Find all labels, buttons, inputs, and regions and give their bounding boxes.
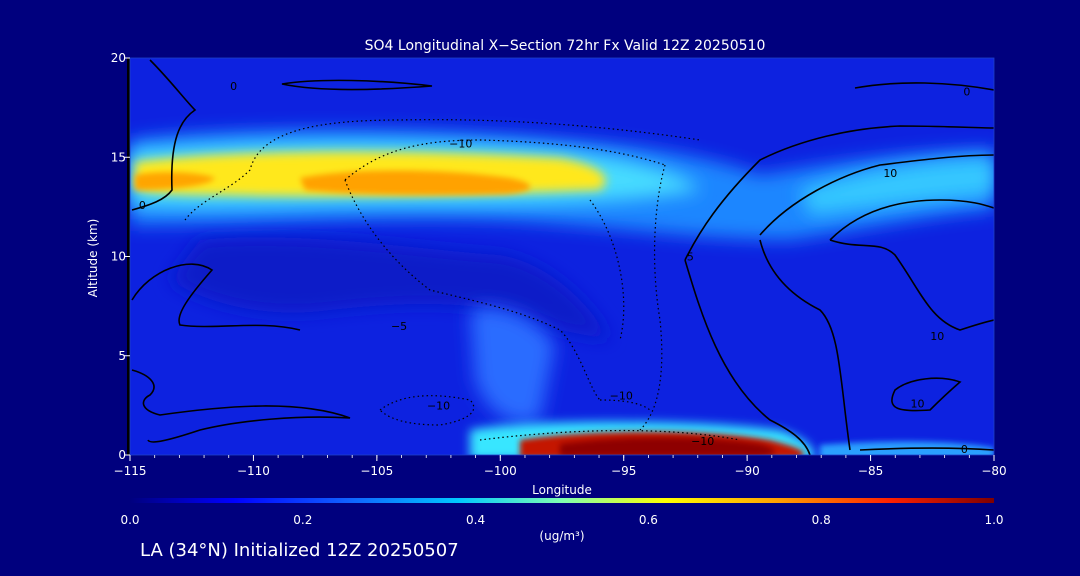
x-tick-label: −80 — [981, 464, 1006, 478]
contour-line — [829, 199, 994, 241]
upper-layer-orange-west — [135, 172, 215, 190]
contour-label: 0 — [139, 199, 146, 212]
plot-area: 0 0 −10 −10 −10 −10 −5 5 0 10 10 10 0 — [130, 58, 994, 456]
contour-label: 0 — [963, 86, 970, 99]
colorbar-tick-label: 0.4 — [466, 513, 485, 527]
contour-line — [759, 154, 994, 236]
contour-label: 0 — [961, 443, 968, 456]
contour-line — [859, 447, 994, 451]
contour-line — [759, 239, 851, 451]
contour-line — [854, 82, 994, 91]
colorbar — [130, 498, 994, 503]
y-tick-label: 0 — [118, 448, 126, 462]
x-tick-label: −110 — [237, 464, 270, 478]
x-tick-label: −105 — [360, 464, 393, 478]
upper-layer-orange-core — [300, 170, 531, 195]
x-tick-label: −100 — [484, 464, 517, 478]
contour-label: −5 — [391, 320, 407, 333]
y-tick-label: 10 — [111, 250, 126, 264]
contour-line — [379, 395, 475, 426]
contour-label: 10 — [910, 397, 924, 410]
upper-layer-cyan-east — [800, 158, 994, 215]
contour-label: −10 — [427, 399, 450, 412]
contour-label: −10 — [691, 435, 714, 448]
colorbar-tick-label: 0.8 — [812, 513, 831, 527]
contour-label: 10 — [883, 167, 897, 180]
contour-line — [131, 263, 301, 331]
x-tick-label: −90 — [734, 464, 759, 478]
x-tick-label: −95 — [611, 464, 636, 478]
chart-title: SO4 Longitudinal X−Section 72hr Fx Valid… — [365, 38, 766, 54]
contour-label: 0 — [230, 80, 237, 93]
contour-line — [891, 377, 962, 412]
contour-line — [131, 59, 197, 211]
contour-labels: 0 0 −10 −10 −10 −10 −5 5 0 10 10 10 0 — [139, 80, 971, 456]
y-axis-label: Altitude (km) — [86, 219, 100, 298]
x-tick-label: −85 — [858, 464, 883, 478]
colorbar-tick-label: 0.2 — [293, 513, 312, 527]
footer-initialization-text: LA (34°N) Initialized 12Z 20250507 — [140, 540, 459, 561]
contour-line — [829, 239, 994, 331]
contour-line — [599, 399, 651, 411]
colorbar-tick-label: 0.6 — [639, 513, 658, 527]
y-tick-label: 5 — [118, 349, 126, 363]
midlevel-low-zone — [170, 237, 610, 340]
solid-contours — [131, 59, 994, 455]
contour-line — [479, 429, 741, 441]
y-axis: 0 5 10 15 20 — [111, 51, 130, 462]
colorbar-tick-label: 1.0 — [984, 513, 1003, 527]
x-tick-label: −115 — [114, 464, 147, 478]
contour-line — [684, 259, 811, 455]
y-tick-label: 20 — [111, 51, 126, 65]
colorbar-unit-label: (ug/m³) — [539, 529, 584, 543]
y-tick-label: 15 — [111, 150, 126, 164]
contour-line — [684, 125, 994, 261]
x-axis-label: Longitude — [532, 483, 592, 497]
contour-label: −10 — [449, 137, 472, 150]
dotted-contours — [184, 119, 741, 441]
contour-label: 10 — [930, 330, 944, 343]
contour-line — [344, 179, 601, 401]
contour-label: −10 — [610, 389, 633, 402]
contour-label: 5 — [687, 250, 694, 263]
contour-line — [131, 369, 351, 443]
x-axis: −115 −110 −105 −100 −95 −90 −85 −80 — [114, 455, 1007, 478]
colorbar-tick-label: 0.0 — [120, 513, 139, 527]
contour-line — [281, 79, 433, 91]
contour-line — [344, 139, 666, 181]
contour-line — [589, 199, 625, 341]
mid-column-plume — [470, 307, 555, 423]
surface-plume-darkred — [560, 437, 775, 455]
colorbar-ticks: 0.0 0.2 0.4 0.6 0.8 1.0 — [120, 513, 1003, 527]
